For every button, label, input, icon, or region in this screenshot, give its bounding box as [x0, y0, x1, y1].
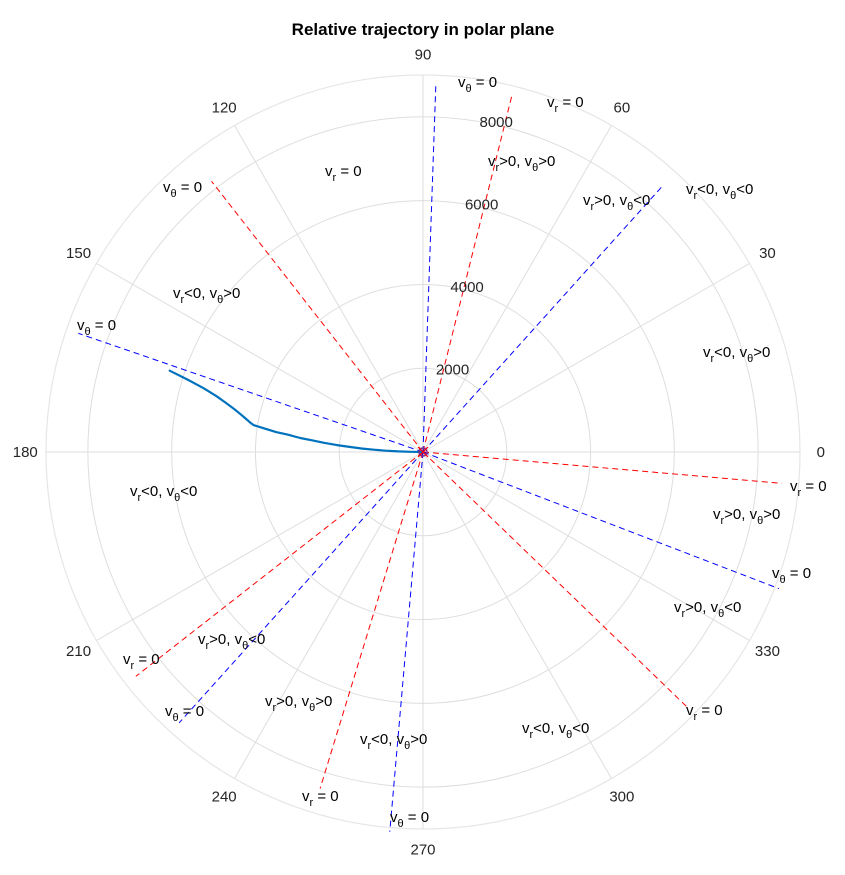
theta-tick-label: 270 [410, 842, 435, 859]
annotation-region: vr>0, vθ>0 [488, 153, 555, 174]
annotation-vtheta-zero: vθ = 0 [390, 809, 429, 830]
annotation-region: vr<0, vθ<0 [522, 720, 589, 741]
theta-tick-label: 240 [212, 788, 237, 805]
r-tick-label: 8000 [480, 114, 513, 131]
grid-spoke [422, 451, 750, 641]
annotation-vtheta-zero: vθ = 0 [77, 317, 116, 338]
annotation-region: vr<0, vθ<0 [686, 181, 753, 202]
r-tick-label: 2000 [436, 361, 469, 378]
tick-labels: 0 30 60 90 120 150 180 210 240 270 300 330 2000 4000 6… [13, 46, 825, 858]
annotation-region: vr<0, vθ>0 [703, 344, 770, 365]
chart-title: Relative trajectory in polar plane [292, 20, 555, 39]
grid-spoke [234, 451, 424, 779]
vr-zero-line [319, 451, 424, 789]
vtheta-zero-line [178, 451, 424, 724]
grid-spoke [96, 263, 424, 453]
vtheta-zero-line [389, 451, 424, 832]
annotation-region: vr<0, vθ>0 [173, 285, 240, 306]
annotation-vr-zero: vr = 0 [686, 702, 723, 723]
annotations: vθ = 0 vr = 0 vr>0, vθ>0 vr>0, vθ<0 vr<0, vθ… [77, 74, 827, 830]
annotation-region: vr>0, vθ<0 [674, 599, 741, 620]
theta-tick-label: 300 [609, 788, 634, 805]
annotation-vtheta-zero: vθ = 0 [772, 565, 811, 586]
annotation-vtheta-zero: vθ = 0 [163, 179, 202, 200]
grid-spoke [422, 263, 750, 453]
theta-tick-label: 60 [614, 100, 631, 117]
annotation-region: vr>0, vθ<0 [583, 192, 650, 213]
annotation-vr-zero: vr = 0 [547, 94, 584, 115]
vr-zero-line [211, 181, 424, 453]
origin-marker [418, 447, 428, 457]
annotation-vr-zero: vr = 0 [325, 163, 362, 184]
vtheta-zero-line [422, 83, 437, 453]
vtheta-zero-line [78, 332, 424, 453]
vr-zero-line [422, 451, 782, 484]
annotation-region: vr<0, vθ>0 [360, 731, 427, 752]
vr-zero-line [422, 94, 513, 453]
grid-spoke [422, 451, 612, 779]
origin-cross [417, 446, 429, 458]
theta-tick-label: 330 [755, 643, 780, 660]
grid-spoke [96, 451, 424, 641]
theta-tick-label: 180 [13, 444, 38, 461]
trajectory-line [168, 369, 425, 454]
theta-tick-label: 90 [415, 46, 432, 63]
grid-spoke [422, 125, 612, 453]
r-tick-label: 6000 [465, 196, 498, 213]
annotation-vr-zero: vr = 0 [790, 478, 827, 499]
annotation-vr-zero: vr = 0 [123, 651, 160, 672]
vr-zero-line [422, 451, 689, 709]
annotation-region: vr<0, vθ<0 [130, 483, 197, 504]
theta-tick-label: 120 [212, 100, 237, 117]
annotation-vr-zero: vr = 0 [302, 788, 339, 809]
theta-tick-label: 30 [759, 245, 776, 262]
annotation-vtheta-zero: vθ = 0 [458, 74, 497, 95]
annotation-vtheta-zero: vθ = 0 [165, 703, 204, 724]
annotation-region: vr>0, vθ<0 [198, 631, 265, 652]
annotation-region: vr>0, vθ>0 [713, 506, 780, 527]
theta-tick-label: 0 [817, 444, 825, 461]
trajectory-layer [168, 369, 429, 458]
theta-tick-label: 150 [66, 245, 91, 262]
annotation-region: vr>0, vθ>0 [265, 693, 332, 714]
polar-grid [45, 74, 801, 830]
theta-tick-label: 210 [66, 643, 91, 660]
grid-spoke [234, 125, 424, 453]
vtheta-zero-line [422, 451, 780, 590]
vtheta-zero-line [422, 187, 662, 453]
vr-zero-line [135, 451, 424, 677]
r-tick-label: 4000 [450, 279, 483, 296]
reference-lines [78, 83, 782, 832]
